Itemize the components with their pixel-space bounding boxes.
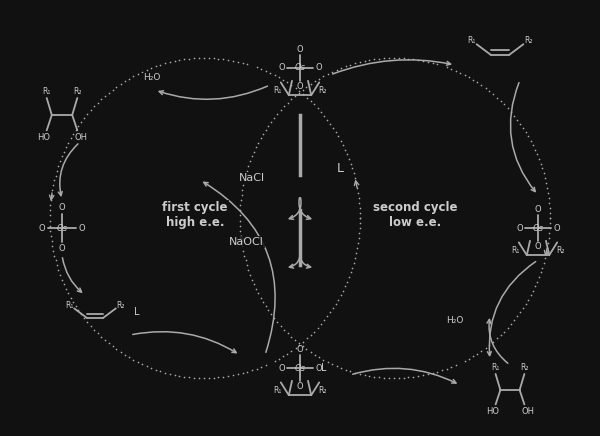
Text: R₁: R₁: [491, 363, 500, 372]
Text: R₂: R₂: [318, 86, 326, 95]
Text: O: O: [38, 224, 45, 232]
Text: O: O: [553, 224, 560, 232]
Text: Os: Os: [56, 224, 67, 232]
Text: O: O: [315, 364, 322, 372]
Text: O: O: [296, 345, 304, 354]
Text: L: L: [337, 161, 343, 174]
Text: L: L: [321, 363, 327, 373]
Text: OH: OH: [521, 407, 534, 416]
Text: first cycle
high e.e.: first cycle high e.e.: [162, 201, 228, 229]
Text: H₂O: H₂O: [143, 74, 161, 82]
Text: H₂O: H₂O: [446, 316, 464, 324]
Text: Os: Os: [533, 224, 544, 232]
Text: O: O: [516, 224, 523, 232]
Text: O: O: [296, 45, 304, 54]
Text: R₂: R₂: [318, 386, 326, 395]
Text: R₂: R₂: [520, 363, 529, 372]
Text: O: O: [278, 64, 285, 72]
Text: HO: HO: [37, 133, 50, 143]
Text: O: O: [315, 64, 322, 72]
Text: Os: Os: [295, 64, 305, 72]
Text: second cycle
low e.e.: second cycle low e.e.: [373, 201, 457, 229]
Text: O: O: [535, 242, 541, 251]
Text: O: O: [535, 205, 541, 214]
Text: R₁: R₁: [43, 87, 51, 95]
Text: O: O: [59, 244, 65, 252]
Text: O: O: [296, 382, 304, 391]
Text: HO: HO: [486, 407, 499, 416]
Text: NaCl: NaCl: [239, 173, 265, 183]
Text: OH: OH: [74, 133, 87, 143]
Text: R₂: R₂: [73, 87, 82, 95]
Text: R₂: R₂: [524, 36, 533, 45]
Text: NaOCl: NaOCl: [229, 237, 263, 247]
Text: O: O: [296, 82, 304, 91]
Text: R₁: R₁: [274, 86, 282, 95]
Text: O: O: [278, 364, 285, 372]
Text: O: O: [59, 203, 65, 212]
Text: R₁: R₁: [65, 301, 74, 310]
Text: R₂: R₂: [116, 301, 125, 310]
Text: R₁: R₁: [274, 386, 282, 395]
Text: R₁: R₁: [511, 246, 520, 255]
Text: R₂: R₂: [556, 246, 565, 255]
Text: O: O: [79, 224, 85, 232]
Text: R₁: R₁: [467, 36, 475, 45]
Text: Os: Os: [295, 364, 305, 372]
Text: L: L: [134, 307, 140, 317]
